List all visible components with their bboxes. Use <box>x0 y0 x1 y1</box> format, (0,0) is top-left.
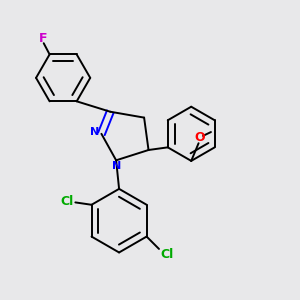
Text: N: N <box>112 161 122 171</box>
Text: Cl: Cl <box>160 248 173 261</box>
Text: Cl: Cl <box>61 195 74 208</box>
Text: O: O <box>195 131 206 144</box>
Text: F: F <box>39 32 47 45</box>
Text: N: N <box>90 127 100 137</box>
